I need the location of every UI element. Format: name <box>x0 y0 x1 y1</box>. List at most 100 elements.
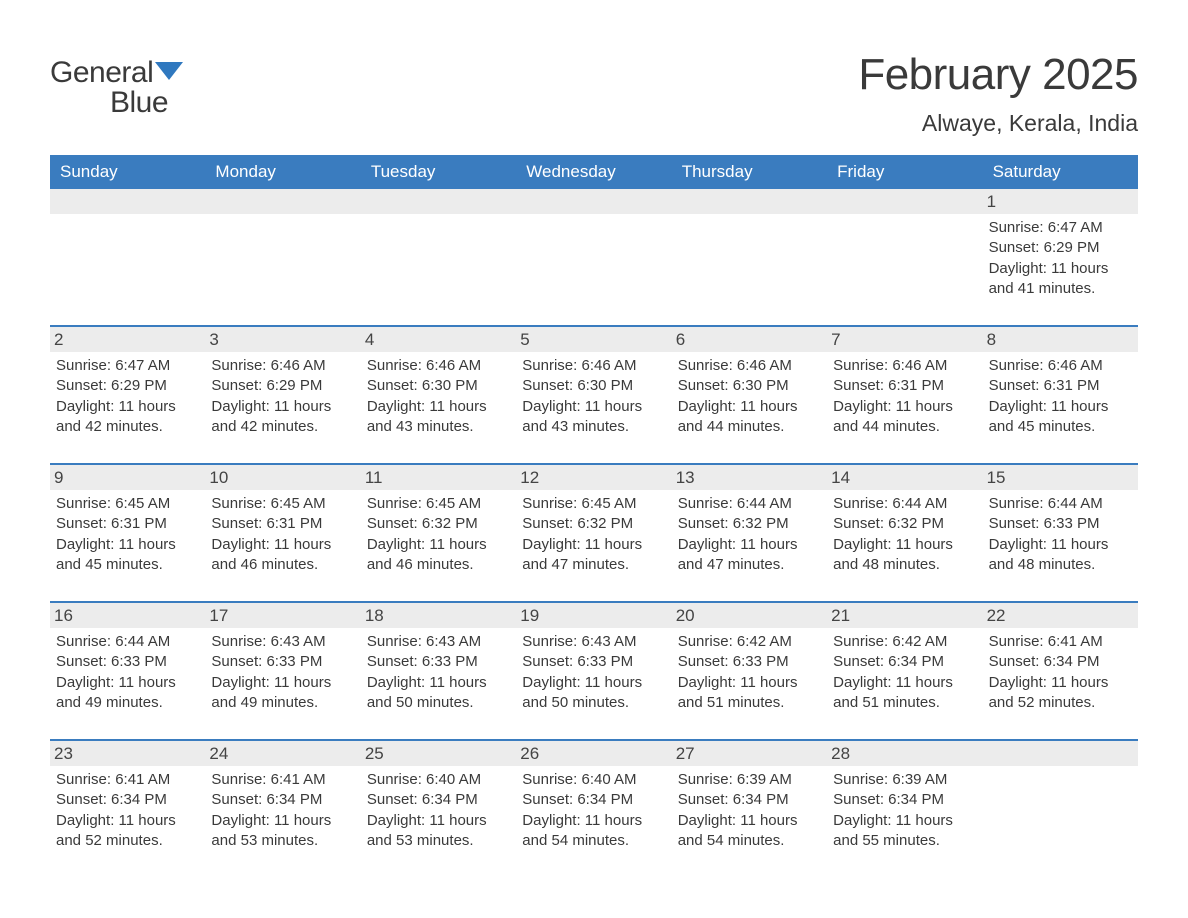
day-body-row: Sunrise: 6:45 AMSunset: 6:31 PMDaylight:… <box>50 490 1138 601</box>
sunrise-text: Sunrise: 6:41 AM <box>211 770 354 790</box>
sunrise-text: Sunrise: 6:46 AM <box>989 356 1132 376</box>
day-cell: Sunrise: 6:46 AMSunset: 6:31 PMDaylight:… <box>827 352 982 463</box>
day-number: 24 <box>205 741 360 766</box>
sunset-text: Sunset: 6:30 PM <box>367 376 510 396</box>
daylight-text: Daylight: 11 hours and 42 minutes. <box>56 397 199 438</box>
day-cell: Sunrise: 6:46 AMSunset: 6:30 PMDaylight:… <box>516 352 671 463</box>
daylight-text: Daylight: 11 hours and 55 minutes. <box>833 811 976 852</box>
sunrise-text: Sunrise: 6:40 AM <box>367 770 510 790</box>
sunrise-text: Sunrise: 6:39 AM <box>678 770 821 790</box>
logo: General Blue <box>50 50 185 118</box>
day-number: 10 <box>205 465 360 490</box>
day-number: 20 <box>672 603 827 628</box>
day-number <box>983 741 1138 766</box>
day-number: 3 <box>205 327 360 352</box>
daylight-text: Daylight: 11 hours and 48 minutes. <box>989 535 1132 576</box>
day-number-row: 2345678 <box>50 327 1138 352</box>
day-number: 23 <box>50 741 205 766</box>
sunset-text: Sunset: 6:34 PM <box>989 652 1132 672</box>
sunset-text: Sunset: 6:30 PM <box>678 376 821 396</box>
day-cell <box>50 214 205 325</box>
sunset-text: Sunset: 6:34 PM <box>522 790 665 810</box>
weekday-sunday: Sunday <box>50 155 205 189</box>
sunrise-text: Sunrise: 6:41 AM <box>989 632 1132 652</box>
daylight-text: Daylight: 11 hours and 54 minutes. <box>678 811 821 852</box>
day-number: 15 <box>983 465 1138 490</box>
daylight-text: Daylight: 11 hours and 47 minutes. <box>522 535 665 576</box>
sunrise-text: Sunrise: 6:46 AM <box>833 356 976 376</box>
sunset-text: Sunset: 6:30 PM <box>522 376 665 396</box>
day-cell <box>672 214 827 325</box>
day-cell <box>983 766 1138 859</box>
day-cell: Sunrise: 6:45 AMSunset: 6:31 PMDaylight:… <box>50 490 205 601</box>
day-number: 16 <box>50 603 205 628</box>
day-number: 22 <box>983 603 1138 628</box>
day-cell: Sunrise: 6:44 AMSunset: 6:33 PMDaylight:… <box>983 490 1138 601</box>
daylight-text: Daylight: 11 hours and 52 minutes. <box>989 673 1132 714</box>
sunset-text: Sunset: 6:34 PM <box>833 652 976 672</box>
sunset-text: Sunset: 6:29 PM <box>56 376 199 396</box>
sunrise-text: Sunrise: 6:42 AM <box>833 632 976 652</box>
day-cell: Sunrise: 6:46 AMSunset: 6:29 PMDaylight:… <box>205 352 360 463</box>
page-title: February 2025 <box>858 50 1138 100</box>
sunset-text: Sunset: 6:34 PM <box>678 790 821 810</box>
logo-text-block: General Blue <box>50 58 185 118</box>
day-number: 2 <box>50 327 205 352</box>
daylight-text: Daylight: 11 hours and 46 minutes. <box>211 535 354 576</box>
sunset-text: Sunset: 6:31 PM <box>211 514 354 534</box>
daylight-text: Daylight: 11 hours and 53 minutes. <box>211 811 354 852</box>
day-number: 4 <box>361 327 516 352</box>
sunrise-text: Sunrise: 6:42 AM <box>678 632 821 652</box>
day-cell: Sunrise: 6:45 AMSunset: 6:32 PMDaylight:… <box>361 490 516 601</box>
day-cell: Sunrise: 6:42 AMSunset: 6:34 PMDaylight:… <box>827 628 982 739</box>
day-number: 13 <box>672 465 827 490</box>
sunset-text: Sunset: 6:34 PM <box>211 790 354 810</box>
day-cell: Sunrise: 6:46 AMSunset: 6:31 PMDaylight:… <box>983 352 1138 463</box>
sunrise-text: Sunrise: 6:47 AM <box>989 218 1132 238</box>
daylight-text: Daylight: 11 hours and 44 minutes. <box>678 397 821 438</box>
sunset-text: Sunset: 6:32 PM <box>678 514 821 534</box>
calendar: Sunday Monday Tuesday Wednesday Thursday… <box>50 155 1138 859</box>
day-cell <box>205 214 360 325</box>
day-number: 12 <box>516 465 671 490</box>
day-number <box>672 189 827 214</box>
sunrise-text: Sunrise: 6:45 AM <box>211 494 354 514</box>
day-cell: Sunrise: 6:44 AMSunset: 6:32 PMDaylight:… <box>672 490 827 601</box>
day-cell: Sunrise: 6:45 AMSunset: 6:31 PMDaylight:… <box>205 490 360 601</box>
day-cell: Sunrise: 6:39 AMSunset: 6:34 PMDaylight:… <box>827 766 982 859</box>
day-number: 19 <box>516 603 671 628</box>
daylight-text: Daylight: 11 hours and 54 minutes. <box>522 811 665 852</box>
sunrise-text: Sunrise: 6:44 AM <box>678 494 821 514</box>
day-number <box>50 189 205 214</box>
day-body-row: Sunrise: 6:47 AMSunset: 6:29 PMDaylight:… <box>50 214 1138 325</box>
weekday-wednesday: Wednesday <box>516 155 671 189</box>
sunrise-text: Sunrise: 6:43 AM <box>211 632 354 652</box>
day-cell: Sunrise: 6:41 AMSunset: 6:34 PMDaylight:… <box>50 766 205 859</box>
daylight-text: Daylight: 11 hours and 45 minutes. <box>989 397 1132 438</box>
sunrise-text: Sunrise: 6:39 AM <box>833 770 976 790</box>
sunset-text: Sunset: 6:34 PM <box>833 790 976 810</box>
sunrise-text: Sunrise: 6:41 AM <box>56 770 199 790</box>
day-cell: Sunrise: 6:43 AMSunset: 6:33 PMDaylight:… <box>361 628 516 739</box>
sunset-text: Sunset: 6:33 PM <box>678 652 821 672</box>
logo-text-blue: Blue <box>110 86 168 119</box>
day-number: 6 <box>672 327 827 352</box>
day-number: 1 <box>983 189 1138 214</box>
sunrise-text: Sunrise: 6:45 AM <box>56 494 199 514</box>
weekday-monday: Monday <box>205 155 360 189</box>
daylight-text: Daylight: 11 hours and 43 minutes. <box>522 397 665 438</box>
day-cell: Sunrise: 6:40 AMSunset: 6:34 PMDaylight:… <box>361 766 516 859</box>
daylight-text: Daylight: 11 hours and 46 minutes. <box>367 535 510 576</box>
sunset-text: Sunset: 6:31 PM <box>989 376 1132 396</box>
sunset-text: Sunset: 6:33 PM <box>367 652 510 672</box>
day-number-row: 232425262728 <box>50 741 1138 766</box>
sunset-text: Sunset: 6:31 PM <box>56 514 199 534</box>
weekday-header-row: Sunday Monday Tuesday Wednesday Thursday… <box>50 155 1138 189</box>
day-body-row: Sunrise: 6:47 AMSunset: 6:29 PMDaylight:… <box>50 352 1138 463</box>
daylight-text: Daylight: 11 hours and 44 minutes. <box>833 397 976 438</box>
sunrise-text: Sunrise: 6:44 AM <box>56 632 199 652</box>
sunrise-text: Sunrise: 6:44 AM <box>989 494 1132 514</box>
sunrise-text: Sunrise: 6:46 AM <box>678 356 821 376</box>
day-number <box>516 189 671 214</box>
day-number: 7 <box>827 327 982 352</box>
